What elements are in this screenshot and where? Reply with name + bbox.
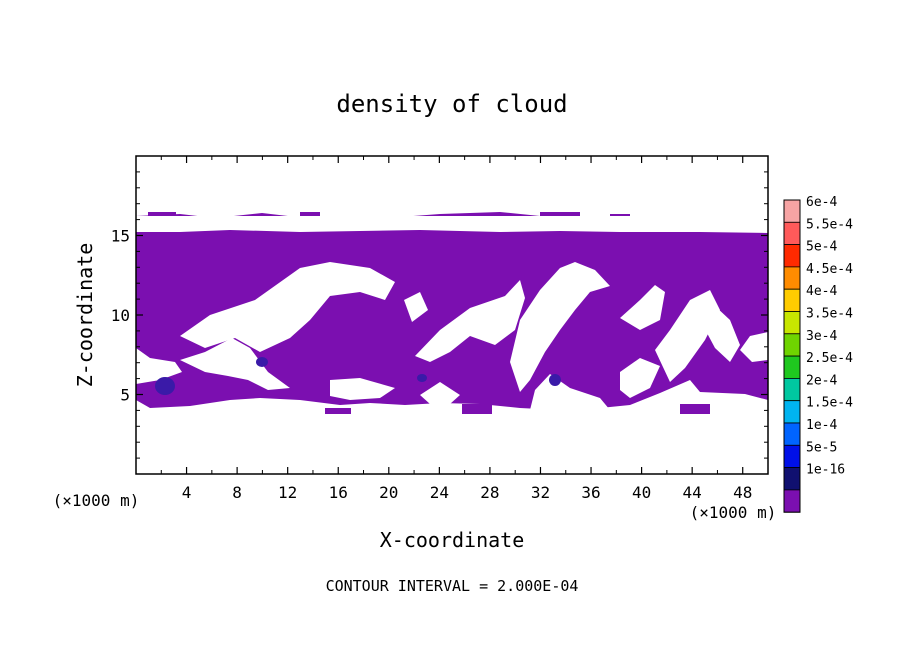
legend-swatch (783, 266, 801, 290)
cloud-region (300, 212, 320, 218)
x-tick-label: 4 (182, 483, 192, 502)
legend-label: 3.5e-4 (806, 307, 853, 322)
legend-label: 6e-4 (806, 195, 837, 210)
legend-swatch (783, 221, 801, 246)
cloud-region (680, 404, 710, 414)
x-tick-label: 16 (329, 483, 348, 502)
cloud-gap (404, 292, 428, 322)
density-core (155, 377, 175, 395)
cloud-gap (510, 262, 610, 392)
x-tick-label: 24 (430, 483, 449, 502)
legend-frame (783, 199, 801, 513)
legend-swatch (783, 244, 801, 268)
cloud-gap (300, 278, 320, 300)
cloud-gap (700, 306, 740, 362)
color-legend: 6e-4 5.5e-4 5e-4 4.5e-4 4e-4 3.5e-4 3e-4 2.5e-4… (783, 195, 853, 513)
cloud-region (462, 404, 492, 414)
cloud-field (136, 212, 768, 414)
legend-swatch (783, 467, 801, 491)
legend-label: 5e-5 (806, 440, 837, 455)
legend-swatch (783, 422, 801, 446)
cloud-gap (420, 382, 460, 404)
legend-label: 4e-4 (806, 284, 837, 299)
legend-label: 4.5e-4 (806, 262, 853, 277)
x-tick-label: 8 (232, 483, 242, 502)
legend-swatch (783, 333, 801, 357)
cloud-gap (740, 332, 768, 362)
x-axis-label: X-coordinate (380, 528, 525, 552)
legend-label: 1e-16 (806, 463, 845, 478)
legend-label: 5.5e-4 (806, 217, 853, 232)
cloud-gap (180, 262, 395, 352)
x-tick-label: 28 (480, 483, 499, 502)
legend-swatch (783, 400, 801, 424)
cloud-gap (620, 358, 660, 398)
chart-title: density of cloud (336, 90, 567, 118)
cloud-gap (415, 280, 525, 362)
y-tick-label: 15 (111, 227, 130, 246)
density-core (417, 374, 427, 382)
cloud-gap (180, 338, 290, 390)
y-tick-label: 10 (111, 306, 130, 325)
y-axis: 5 10 15 (111, 171, 768, 459)
cloud-gap (330, 378, 395, 400)
x-tick-label: 44 (683, 483, 702, 502)
x-tick-label: 40 (632, 483, 651, 502)
legend-label: 5e-4 (806, 240, 837, 255)
legend-swatch (783, 288, 801, 312)
legend-swatch (783, 444, 801, 468)
legend-swatch (783, 489, 801, 513)
cloud-gap (136, 348, 182, 384)
density-core (549, 374, 561, 386)
y-tick-label: 5 (120, 386, 130, 405)
x-unit-right: (×1000 m) (690, 503, 777, 522)
legend-label: 2e-4 (806, 373, 837, 388)
legend-label: 2.5e-4 (806, 351, 853, 366)
cloud-region (325, 408, 351, 414)
cloud-gap (620, 285, 665, 330)
legend-swatch (783, 311, 801, 335)
legend-label: 1.5e-4 (806, 396, 853, 411)
x-axis: 4 8 12 16 20 24 28 32 36 40 44 48 (160, 156, 752, 502)
x-tick-label: 20 (379, 483, 398, 502)
x-unit-left: (×1000 m) (53, 491, 140, 510)
contour-interval-note: CONTOUR INTERVAL = 2.000E-04 (326, 577, 579, 595)
y-axis-label: Z-coordinate (73, 243, 97, 388)
cloud-region (148, 212, 176, 218)
x-tick-label: 36 (581, 483, 600, 502)
legend-swatch (783, 377, 801, 402)
x-tick-label: 48 (733, 483, 752, 502)
density-core (256, 357, 268, 367)
x-tick-label: 12 (278, 483, 297, 502)
legend-swatch (783, 199, 801, 223)
cloud-gap (136, 216, 768, 233)
legend-label: 3e-4 (806, 329, 837, 344)
cloud-region (136, 212, 768, 410)
cloud-gap (655, 290, 720, 382)
cloud-region (540, 212, 580, 218)
legend-label: 1e-4 (806, 418, 837, 433)
legend-swatch (783, 355, 801, 379)
x-tick-label: 32 (531, 483, 550, 502)
